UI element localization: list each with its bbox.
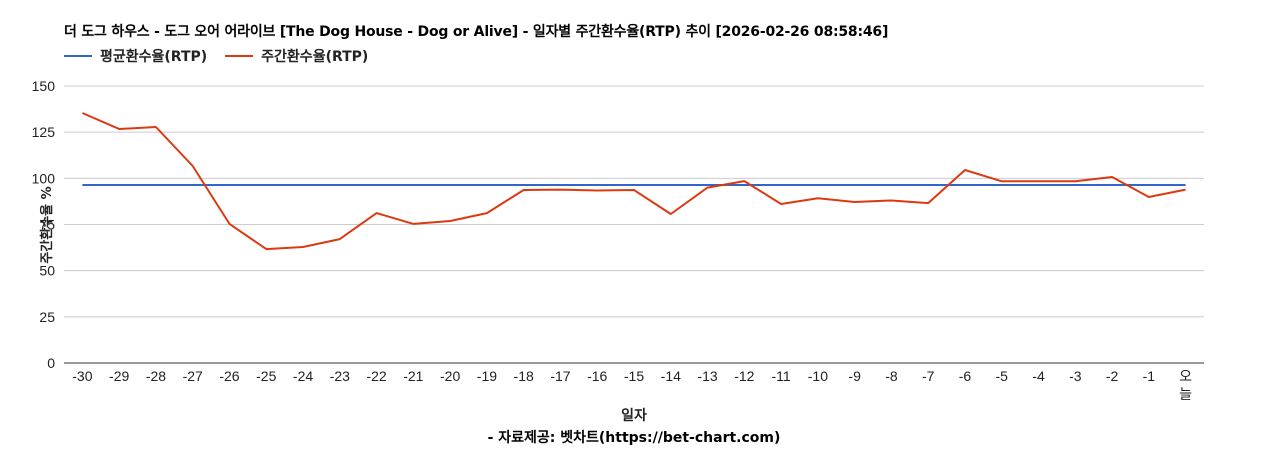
x-tick-label: -21 [403,368,423,384]
y-tick-label: 100 [32,170,56,186]
legend-label: 평균환수율(RTP) [100,49,208,65]
x-tick-label: -8 [885,368,898,384]
x-tick-label: -30 [72,368,92,384]
y-tick-label: 150 [32,78,56,94]
y-tick-label: 0 [47,355,55,371]
x-tick-label: -20 [440,368,460,384]
x-tick-label: -2 [1106,368,1119,384]
x-tick-label: -13 [697,368,717,384]
x-tick-label: -24 [293,368,313,384]
y-axis-ticks: 0 25 50 75 100 125 150 [32,78,56,371]
legend-swatch-red-line-icon [225,55,254,57]
x-tick-label: 늘 [1179,386,1192,402]
x-tick-label: -9 [848,368,861,384]
x-tick-label: -6 [959,368,972,384]
x-tick-label: 오 [1179,368,1192,384]
x-tick-label: -15 [624,368,644,384]
chart-legend: 평균환수율(RTP) 주간환수율(RTP) [64,46,386,66]
x-tick-label: -26 [219,368,239,384]
x-tick-label: -11 [771,368,790,384]
x-tick-label: -14 [661,368,681,384]
x-tick-label: -16 [587,368,607,384]
legend-label: 주간환수율(RTP) [261,49,369,65]
y-tick-label: 50 [39,263,55,279]
x-tick-label: -5 [996,368,1009,384]
x-tick-label: -25 [256,368,276,384]
x-tick-label: -27 [183,368,203,384]
x-axis-ticks: -30 -29 -28 -27 -26 -25 -24 -23 -22 -21 -20 -19 -18-… [72,368,1192,402]
x-tick-label: -28 [146,368,166,384]
x-tick-label: -10 [808,368,828,384]
x-tick-label: -1 [1143,368,1156,384]
x-tick-label: -19 [477,368,497,384]
y-tick-label: 75 [39,217,55,233]
x-tick-label: -29 [109,368,129,384]
series-lines [82,112,1186,251]
legend-item-average-rtp[interactable]: 평균환수율(RTP) [64,46,207,66]
data-credit: - 자료제공: 벳차트(https://bet-chart.com) [487,430,781,446]
legend-item-weekly-rtp[interactable]: 주간환수율(RTP) [225,46,368,66]
x-tick-label: -3 [1069,368,1082,384]
legend-swatch-blue-line-icon [64,55,92,57]
x-tick-label: -23 [330,368,350,384]
x-axis-title: 일자 [621,408,647,424]
gridlines [64,85,1204,364]
weekly-rtp-line[interactable] [82,112,1186,251]
x-tick-label: -7 [922,368,935,384]
x-tick-label: -22 [366,368,386,384]
x-tick-label: -18 [514,368,534,384]
chart-title: 더 도그 하우스 - 도그 오어 어라이브 [The Dog House - D… [64,24,889,40]
y-tick-label: 125 [32,124,56,140]
y-tick-label: 25 [39,309,55,325]
x-tick-label: -12 [734,368,754,384]
x-tick-label: -4 [1032,368,1045,384]
x-tick-label: -17 [550,368,570,384]
